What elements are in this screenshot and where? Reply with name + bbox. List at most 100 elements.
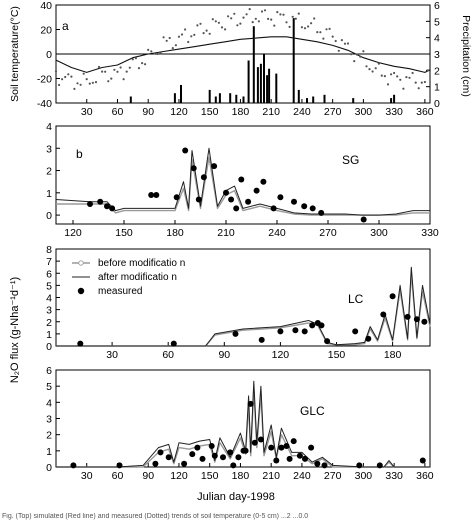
glc-measured-point <box>290 438 297 445</box>
precipitation-bar <box>214 96 217 103</box>
measured-temperature-dot <box>340 39 343 42</box>
measured-temperature-dot <box>227 15 230 18</box>
measured-temperature-dot <box>180 33 184 36</box>
y-tick-label: 6 <box>46 365 52 377</box>
sg-measured-point <box>190 165 197 172</box>
glc-measured-point <box>268 444 275 451</box>
measured-temperature-dot <box>116 70 119 73</box>
measured-temperature-dot <box>230 17 233 20</box>
measured-temperature-dot <box>383 75 386 78</box>
lc-measured-point <box>365 335 372 342</box>
measured-temperature-dot <box>153 52 156 55</box>
simulated-temperature-line <box>55 36 431 73</box>
glc-measured-point <box>230 462 237 469</box>
precipitation-bar <box>263 54 265 103</box>
lc-measured-point <box>324 338 331 345</box>
measured-temperature-dot <box>396 75 399 78</box>
x-tick-label: 360 <box>416 106 434 118</box>
measured-temperature-dot <box>159 52 162 55</box>
sg-measured-point <box>245 198 252 205</box>
measured-temperature-dot <box>276 11 279 14</box>
glc-measured-point <box>220 454 226 461</box>
glc-measured-point <box>283 443 290 449</box>
y2-tick-label: 6 <box>434 0 440 12</box>
sg-before-line <box>56 156 430 216</box>
lc-measured-point <box>258 336 265 343</box>
panel-b-sg: 120 150 180 210 240 270 300 330 0 1 2 3 4 b SG <box>46 121 439 239</box>
measured-temperature-dot <box>420 81 423 84</box>
sg-measured-point <box>87 201 93 207</box>
y-tick-label: 0 <box>46 210 52 222</box>
measured-temperature-dot <box>171 47 174 50</box>
sg-measured-point <box>318 209 325 216</box>
y-tick-label: 20 <box>40 25 52 37</box>
glc-measured-point <box>286 455 293 462</box>
y-tick-label: 3 <box>46 143 52 155</box>
sg-measured-point <box>97 198 104 205</box>
x-tick-label: 90 <box>142 470 154 482</box>
measured-temperature-dot <box>270 18 273 21</box>
x-tick-label: 210 <box>217 227 235 239</box>
panel-a-ylabel: Soil temperature(°C) <box>9 6 21 102</box>
precipitation-bar <box>266 75 269 103</box>
x-tick-label: 150 <box>201 470 219 482</box>
panel-b-ticks: 120 150 180 210 240 270 300 330 0 1 2 3 4 <box>46 121 439 239</box>
measured-temperature-dot <box>128 66 131 69</box>
x-tick-label: 30 <box>81 106 93 118</box>
x-tick-label: 180 <box>232 106 250 118</box>
precipitation-bar <box>252 26 255 104</box>
glc-measured-point <box>235 454 242 461</box>
measured-temperature-dot <box>236 24 239 27</box>
measured-temperature-dot <box>260 10 264 13</box>
y-tick-label: 2 <box>46 166 52 178</box>
measured-temperature-dot <box>184 28 187 31</box>
y-tick-label: 1 <box>46 329 52 341</box>
panel-lc-legend: before modificatio n after modificatio n… <box>72 258 185 297</box>
glc-measured-point <box>211 452 218 459</box>
x-tick-label: 180 <box>166 227 184 239</box>
measured-temperature-dot <box>91 81 94 84</box>
x-tick-label: 90 <box>142 106 154 118</box>
y-tick-label: 2 <box>46 430 52 442</box>
y-tick-label: 40 <box>40 0 52 12</box>
measured-temperature-dot <box>411 71 414 75</box>
sg-measured-point <box>233 205 240 212</box>
x-tick-label: 360 <box>416 470 434 482</box>
lc-measured-point <box>352 328 359 335</box>
sg-measured-point <box>200 174 207 181</box>
measured-temperature-dot <box>303 27 307 30</box>
measured-temperature-dot <box>365 65 368 68</box>
x-axis-label: Julian day-1998 <box>197 491 275 503</box>
y2-tick-label: 4 <box>434 33 440 45</box>
lc-measured-point <box>309 322 316 329</box>
glc-measured-point <box>242 447 249 454</box>
measured-temperature-dot <box>374 67 377 70</box>
x-tick-label: 210 <box>262 106 280 118</box>
measured-temperature-dot <box>386 83 390 86</box>
measured-temperature-dot <box>88 82 91 85</box>
sg-after-line <box>55 147 430 216</box>
precipitation-bar <box>268 68 271 103</box>
glc-measured-point <box>247 400 254 407</box>
measured-temperature-dot <box>414 81 417 84</box>
x-tick-label: 330 <box>385 470 403 482</box>
precipitation-bar <box>256 67 259 103</box>
sg-measured-point <box>173 194 180 201</box>
panel-lc-site-label: LC <box>348 292 364 306</box>
measured-temperature-dot <box>97 65 101 69</box>
measured-temperature-dot <box>54 70 58 73</box>
y-tick-label: -40 <box>37 98 52 110</box>
lc-measured-point <box>301 328 308 335</box>
measured-temperature-dot <box>144 63 147 66</box>
measured-temperature-dot <box>368 68 371 71</box>
precipitation-bar <box>292 18 295 104</box>
panel-a-simulated-temperature-line <box>55 36 431 73</box>
x-tick-label: 60 <box>162 349 174 361</box>
glc-measured-point <box>356 462 363 469</box>
measured-temperature-dot <box>202 31 205 35</box>
precipitation-bar <box>235 94 238 103</box>
measured-temperature-dot <box>156 52 159 56</box>
x-tick-label: 150 <box>201 106 219 118</box>
